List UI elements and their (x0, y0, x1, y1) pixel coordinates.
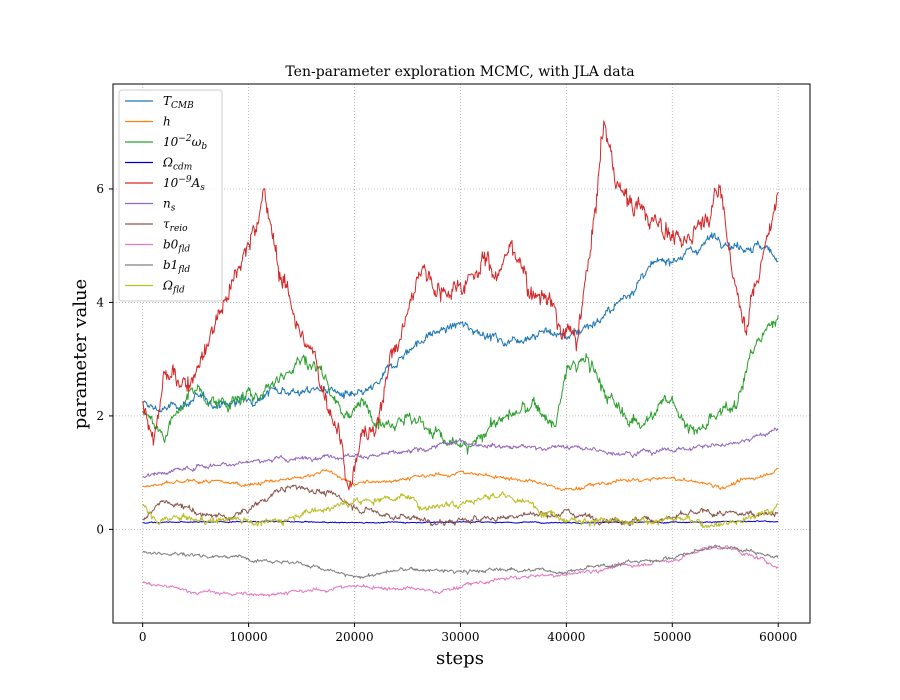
series-line-5 (142, 427, 779, 479)
legend-label: Ωcdm​ (162, 156, 192, 173)
series-line-7 (142, 545, 779, 597)
legend-label: 10−2​ωb​ (163, 134, 207, 152)
legend-label: ns​ (163, 197, 176, 214)
series-line-9 (142, 491, 779, 529)
series-lines (142, 120, 779, 597)
y-axis: 0 2 4 6 (96, 182, 113, 536)
legend-label: 10−9​As​ (163, 175, 205, 193)
series-line-8 (142, 544, 779, 580)
x-tick-label: 50000 (653, 630, 691, 644)
legend-label: τreio​ (163, 217, 188, 234)
grid (113, 84, 810, 623)
y-tick-label: 6 (96, 182, 104, 196)
y-tick-label: 2 (96, 409, 104, 423)
x-tick-label: 30000 (441, 630, 479, 644)
series-line-3 (142, 520, 779, 525)
y-tick-label: 0 (96, 522, 104, 536)
series-line-4 (142, 120, 779, 491)
x-axis-label: steps (436, 648, 484, 669)
legend-label: b1fld​ (163, 258, 190, 275)
x-tick-label: 20000 (335, 630, 373, 644)
series-line-0 (142, 232, 779, 413)
plot-frame (112, 83, 811, 624)
legend-label: TCMB​ (163, 94, 194, 111)
y-axis-label: parameter value (70, 279, 91, 429)
legend-label: b0fld​ (163, 238, 190, 255)
series-line-1 (142, 467, 779, 491)
x-tick-label: 10000 (229, 630, 267, 644)
legend: TCMB​ h 10−2​ωb​ Ωcdm​ 10−9​As​ ns​ τreio​ b0fl… (118, 89, 223, 302)
x-tick-label: 60000 (759, 630, 797, 644)
legend-box (118, 89, 223, 302)
legend-label: Ωfld​ (162, 279, 185, 296)
chart-title: Ten-parameter exploration MCMC, with JLA… (285, 64, 634, 80)
y-tick-label: 4 (96, 295, 104, 309)
x-axis: 0 10000 20000 30000 40000 50000 60000 (139, 623, 797, 644)
x-tick-label: 0 (139, 630, 147, 644)
legend-label: h (163, 115, 171, 129)
series-line-2 (142, 315, 779, 455)
x-tick-label: 40000 (547, 630, 585, 644)
